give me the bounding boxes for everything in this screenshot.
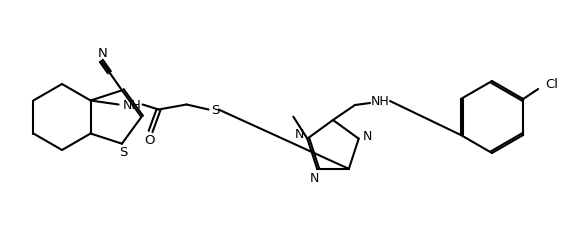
Text: S: S <box>212 104 220 117</box>
Text: N: N <box>363 130 372 142</box>
Text: Cl: Cl <box>545 78 558 91</box>
Text: O: O <box>144 133 155 146</box>
Text: N: N <box>310 172 319 184</box>
Text: S: S <box>119 146 127 158</box>
Text: NH: NH <box>123 99 142 112</box>
Text: N: N <box>98 47 107 60</box>
Text: N: N <box>294 128 304 141</box>
Text: NH: NH <box>371 95 389 108</box>
